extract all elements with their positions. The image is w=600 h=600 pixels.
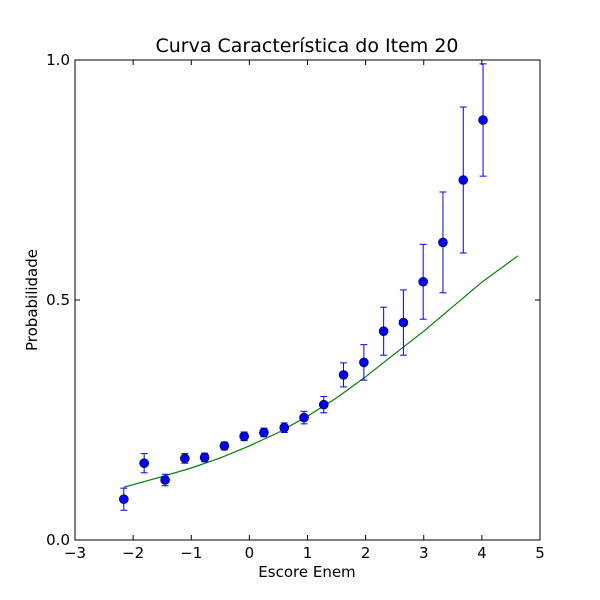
data-point <box>338 370 349 380</box>
ticks: −3 −2 −1 0 1 2 3 4 5 0.0 0.5 1.0 <box>46 51 545 562</box>
x-tick-label: −1 <box>180 544 202 562</box>
data-point <box>259 427 269 438</box>
x-tick-label: 5 <box>535 544 545 562</box>
data-point <box>359 357 369 368</box>
data-points-layer <box>119 63 488 511</box>
data-point <box>318 399 329 410</box>
x-tick-label: 3 <box>419 544 429 562</box>
data-point <box>160 475 170 485</box>
data-point <box>199 452 210 463</box>
data-point <box>378 326 389 337</box>
data-point <box>139 458 149 469</box>
x-tick-label: 4 <box>477 544 487 562</box>
y-tick-label: 0.5 <box>46 291 70 309</box>
x-tick-label: −2 <box>122 544 144 562</box>
data-point <box>279 422 290 433</box>
plot-area <box>74 59 541 541</box>
x-tick-label: 0 <box>245 544 255 562</box>
y-axis-label: Probabilidade <box>23 249 41 351</box>
data-point <box>398 317 409 328</box>
x-tick-label: 1 <box>303 544 313 562</box>
data-point <box>438 237 448 248</box>
chart-title: Curva Característica do Item 20 <box>155 35 458 57</box>
data-point <box>418 276 428 287</box>
data-point <box>239 431 249 442</box>
data-point <box>299 412 309 423</box>
data-point <box>478 115 488 125</box>
data-point <box>180 453 190 464</box>
data-point <box>119 494 129 505</box>
y-tick-label: 1.0 <box>46 51 70 69</box>
data-point <box>219 441 230 451</box>
data-point <box>458 175 469 185</box>
x-axis-label: Escore Enem <box>258 563 355 581</box>
y-tick-label: 0.0 <box>46 531 70 549</box>
x-tick-label: 2 <box>361 544 371 562</box>
x-tick-label: −3 <box>64 544 86 562</box>
